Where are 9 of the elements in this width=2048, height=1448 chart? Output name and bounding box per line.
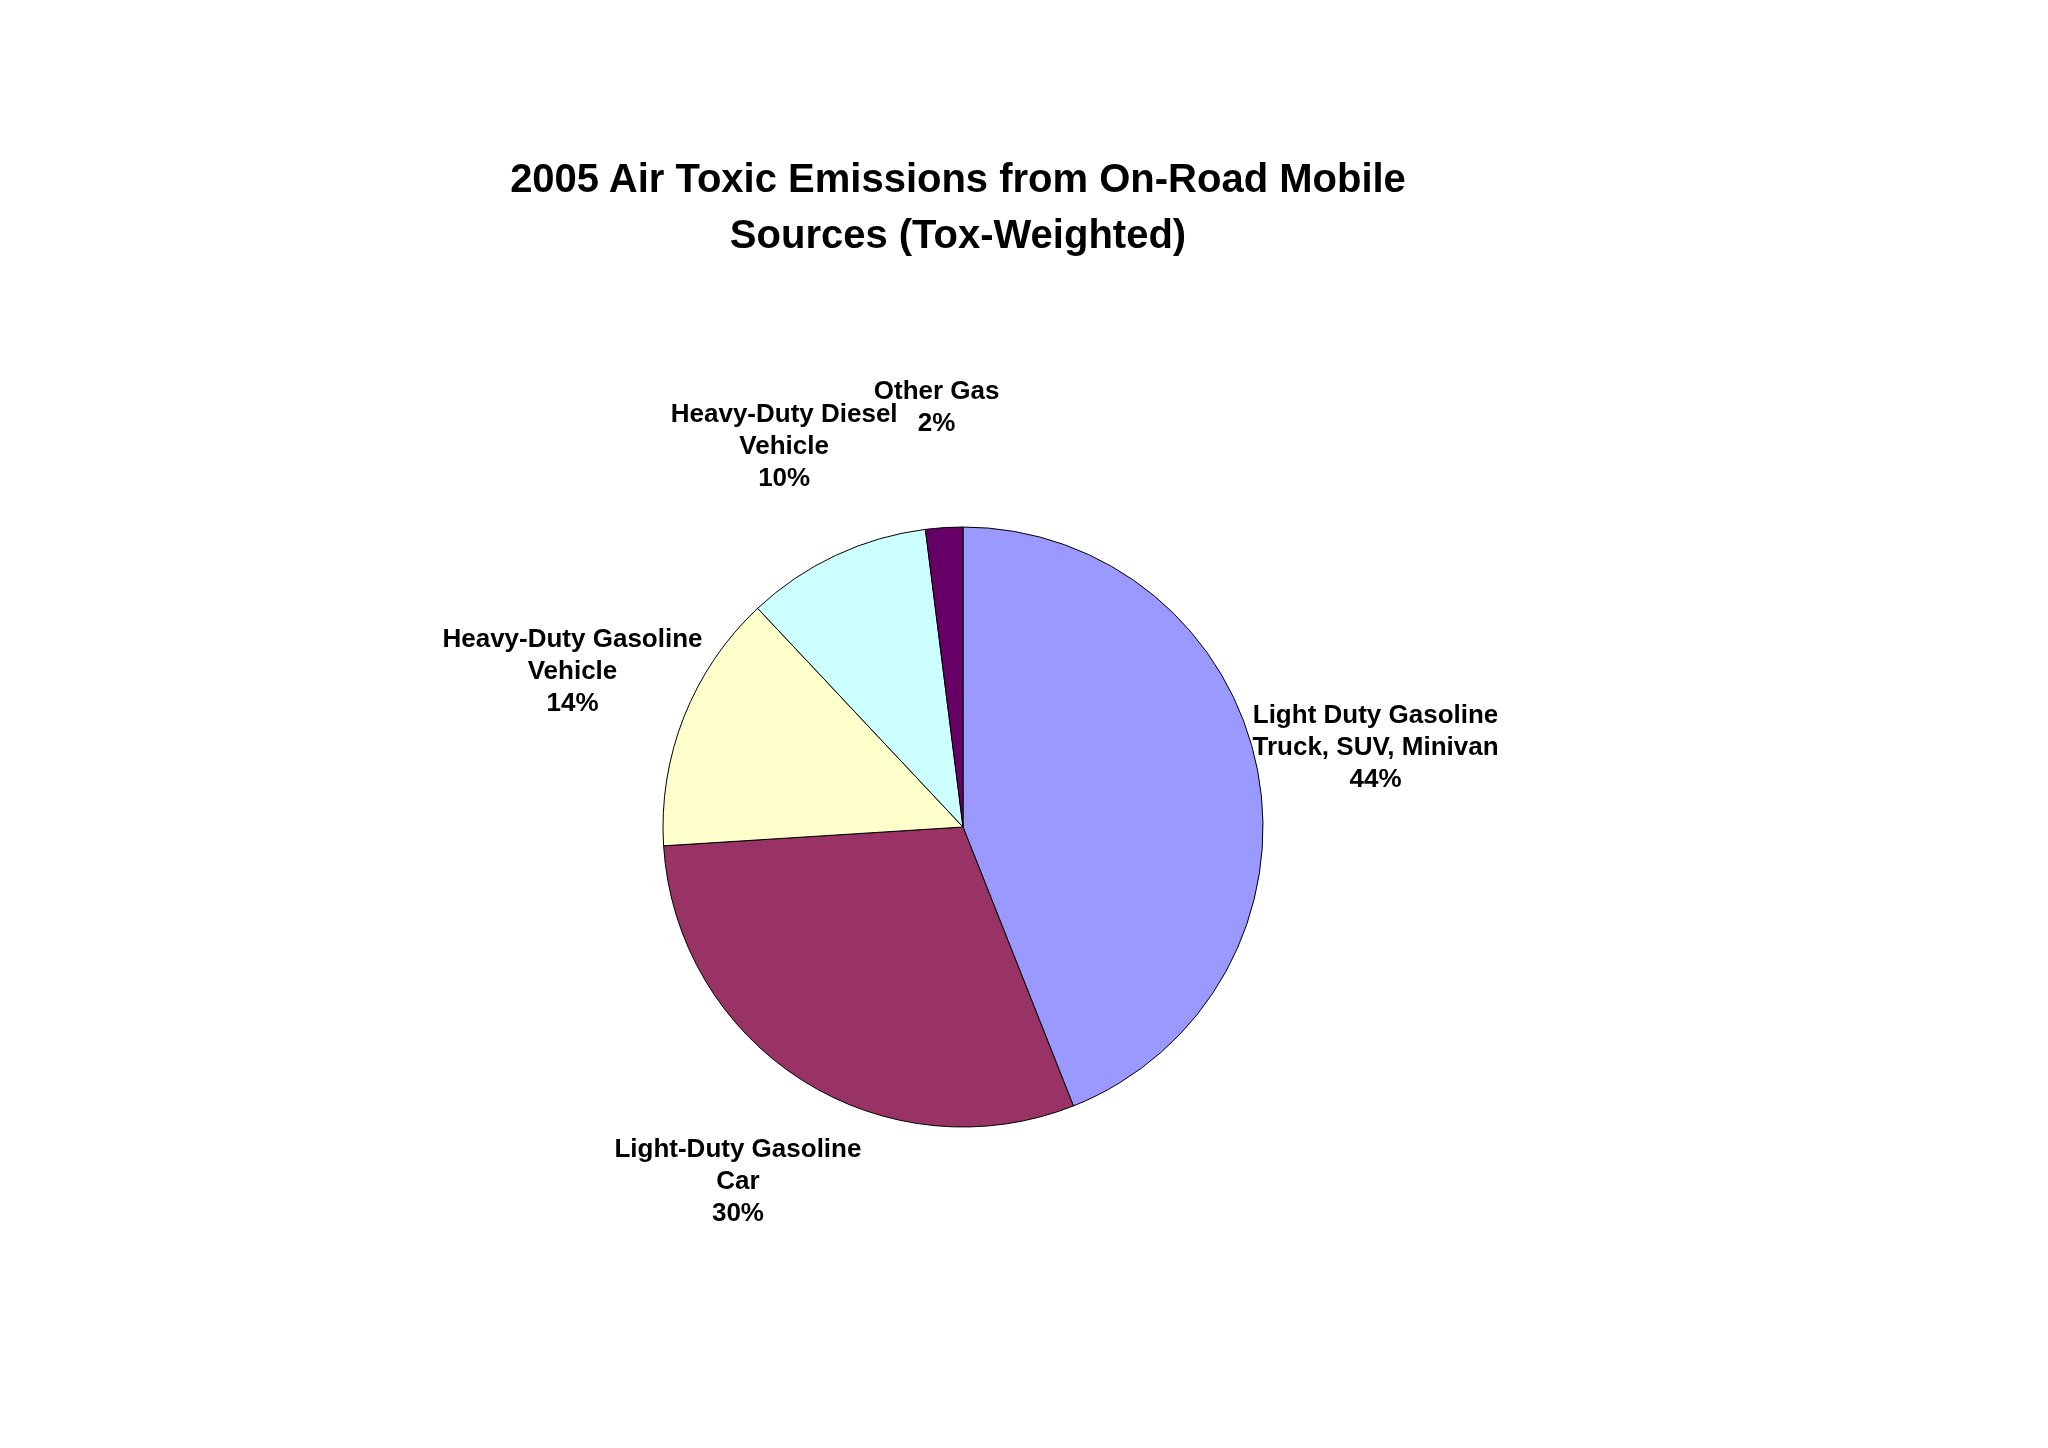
slice-label: Heavy-Duty Gasoline Vehicle <box>442 623 703 686</box>
slice-label: Light Duty Gasoline Truck, SUV, Minivan <box>1252 699 1499 762</box>
slice-label: Light-Duty Gasoline Car <box>614 1132 862 1195</box>
data-label: 30% <box>711 1196 764 1227</box>
chart-title: 2005 Air Toxic Emissions from On-Road Mobile Sources (Tox-Weighted) <box>509 155 1407 258</box>
data-label: 2% <box>917 406 956 437</box>
data-label: 44% <box>1349 763 1402 794</box>
data-label: 14% <box>546 687 599 718</box>
data-label: 10% <box>758 461 811 492</box>
